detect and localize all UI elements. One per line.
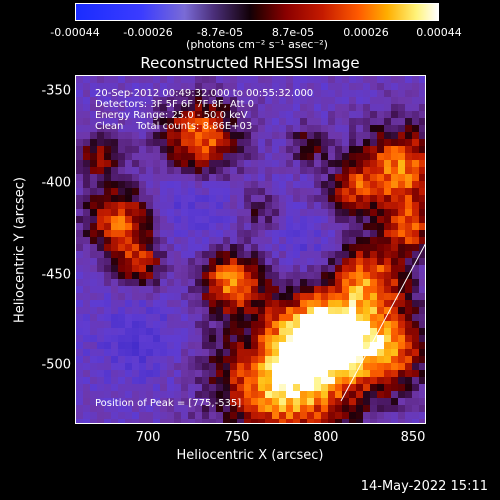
x-tick-label: 750 xyxy=(224,430,250,445)
y-tick-label: -450 xyxy=(41,267,71,283)
y-tick-label: -400 xyxy=(41,175,71,191)
image-title: Reconstructed RHESSI Image xyxy=(140,54,360,72)
annotation-detectors: Detectors: 3F 5F 6F 7F 8F, Att 0 xyxy=(95,99,255,110)
y-tick-label: -350 xyxy=(41,83,71,99)
colorbar xyxy=(75,3,439,21)
annotation-energy: Energy Range: 25.0 - 50.0 keV xyxy=(95,110,248,121)
x-tick-label: 800 xyxy=(313,430,339,445)
colorbar-tick: 0.00044 xyxy=(416,26,462,39)
y-tick-label: -500 xyxy=(41,357,71,373)
colorbar-tick: -8.7e-05 xyxy=(196,26,244,39)
x-tick-label: 850 xyxy=(400,430,426,445)
colorbar-tick: -0.00026 xyxy=(123,26,173,39)
annotation-peak: Position of Peak = [775,-535] xyxy=(95,398,242,409)
timestamp: 14-May-2022 15:11 xyxy=(360,479,488,494)
solar-limb-line xyxy=(340,243,425,402)
rhessi-image xyxy=(75,75,426,424)
y-axis-label: Heliocentric Y (arcsec) xyxy=(12,177,28,323)
annotation-time: 20-Sep-2012 00:49:32.000 to 00:55:32.000 xyxy=(95,88,314,99)
colorbar-tick: -0.00044 xyxy=(50,26,100,39)
colorbar-unit: (photons cm⁻² s⁻¹ asec⁻²) xyxy=(186,38,328,51)
annotation-clean: Clean Total counts: 8.86E+03 xyxy=(95,121,253,132)
colorbar-tick: 8.7e-05 xyxy=(271,26,315,39)
x-tick-label: 700 xyxy=(135,430,161,445)
colorbar-tick: 0.00026 xyxy=(343,26,389,39)
heatmap-image xyxy=(76,76,425,423)
x-axis-label: Heliocentric X (arcsec) xyxy=(176,448,324,463)
